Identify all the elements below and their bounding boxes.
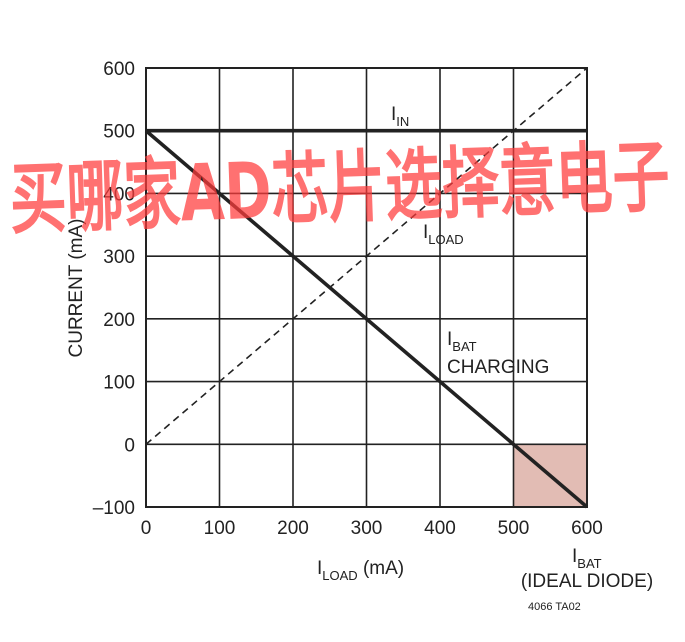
y-tick-label--100: –100 xyxy=(93,498,135,519)
chart-grid xyxy=(145,67,588,508)
figure-id: 4066 TA02 xyxy=(528,601,581,613)
x-axis-right-title: IBAT xyxy=(572,546,602,571)
x-axis-right-subtitle: (IDEAL DIODE) xyxy=(521,571,653,592)
series-label-iin: IIN xyxy=(391,104,409,129)
series-line-iload xyxy=(145,67,588,445)
y-tick-label-500: 500 xyxy=(103,122,135,143)
x-tick-label-200: 200 xyxy=(277,518,309,539)
x-axis-title: ILOAD (mA) xyxy=(317,558,404,583)
chart-tick-labels: 0 100 200 300 400 500 600 –100 0 100 200 300 400 500 6… xyxy=(93,59,603,539)
plot-frame xyxy=(145,67,588,508)
x-tick-label-0: 0 xyxy=(141,518,152,539)
y-tick-label-0: 0 xyxy=(124,435,135,456)
x-tick-label-600: 600 xyxy=(571,518,603,539)
x-tick-label-300: 300 xyxy=(351,518,383,539)
y-tick-label-400: 400 xyxy=(103,184,135,205)
watermark: 买哪家AD芯片选择意电子 xyxy=(8,133,671,246)
y-tick-label-100: 100 xyxy=(103,373,135,394)
y-tick-label-600: 600 xyxy=(103,59,135,80)
chart-series xyxy=(144,67,589,509)
series-label-ibat-charging: CHARGING xyxy=(447,357,549,378)
y-tick-label-200: 200 xyxy=(103,310,135,331)
x-tick-label-100: 100 xyxy=(204,518,236,539)
x-tick-label-400: 400 xyxy=(424,518,456,539)
y-axis-title: CURRENT (mA) xyxy=(66,219,87,358)
series-label-ibat: IBAT xyxy=(447,329,477,354)
series-line-ibat xyxy=(144,129,589,509)
series-label-iload: ILOAD xyxy=(423,222,464,247)
y-tick-label-300: 300 xyxy=(103,247,135,268)
x-tick-label-500: 500 xyxy=(498,518,530,539)
